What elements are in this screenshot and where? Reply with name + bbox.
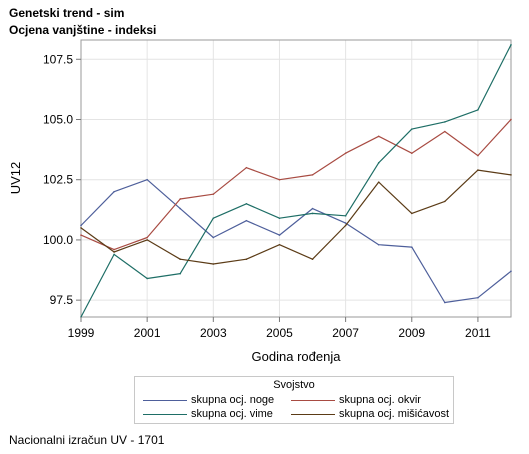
data-point [212,263,215,265]
x-tick-label: 2007 [332,326,359,340]
x-tick-label: 2009 [398,326,425,340]
data-point [245,219,248,222]
data-point [410,152,413,155]
data-point [146,178,148,181]
grid-layer [80,40,511,317]
data-point [377,243,380,246]
series-layer [80,44,512,318]
data-point [410,128,413,130]
data-point [444,130,446,133]
x-tick-label: 2003 [200,326,227,340]
x-tick-label: 2011 [465,326,491,340]
data-point [179,258,182,260]
data-point [477,109,479,111]
data-point [245,258,248,260]
x-tick-label: 2001 [134,326,161,340]
data-point [410,212,413,215]
legend-swatch-misicavost [291,413,335,415]
legend-item-vime: skupna ocj. vime [143,408,273,420]
data-point [311,212,314,215]
legend-label-vime: skupna ocj. vime [191,408,273,420]
data-point [377,181,380,183]
series-line-2 [80,119,512,251]
data-point [510,270,512,273]
data-point [212,193,215,195]
data-point [113,251,115,253]
data-point [344,152,347,155]
data-point [377,135,380,138]
data-point [245,202,248,205]
data-point [477,169,479,171]
data-point [444,301,446,304]
data-point [113,248,115,251]
legend-swatch-vime [143,413,187,415]
legend-swatch-noge [143,399,187,401]
series-line-3 [80,44,512,318]
data-point [179,272,182,275]
data-point [113,253,115,256]
data-point [344,222,347,224]
data-point [311,258,314,260]
legend-item-misicavost: skupna ocj. mišićavost [291,408,449,420]
data-point [245,166,248,169]
data-point [146,236,148,239]
data-point [510,174,512,176]
y-axis-title: UV12 [8,162,23,195]
y-tick-label: 102.5 [43,173,73,187]
data-point [80,234,82,236]
data-point [444,200,446,203]
x-tick-label: 1999 [68,326,95,340]
data-point [510,118,512,121]
data-point [146,277,148,280]
legend: Svojstvo skupna ocj. noge skupna ocj. ok… [134,376,454,424]
y-tick-label: 97.5 [50,293,74,307]
data-point [212,217,215,220]
y-tick-label: 105.0 [43,112,73,126]
data-point [212,236,215,239]
data-point [278,178,281,181]
data-point [410,246,413,248]
chart-title: Genetski trend - sim [9,6,125,20]
legend-label-okvir: skupna ocj. okvir [339,394,421,406]
data-point [311,174,314,176]
series-line-4 [80,169,512,265]
data-point [179,207,182,210]
x-axis-title: Godina rođenja [252,349,342,364]
data-point [113,190,115,193]
legend-item-okvir: skupna ocj. okvir [291,394,421,406]
data-point [510,44,512,46]
y-tick-label: 107.5 [43,52,73,66]
series-line-1 [80,179,512,304]
plot-frame [80,39,512,318]
data-point [80,224,82,227]
data-point [344,215,347,217]
data-point [477,154,479,157]
data-point [80,227,82,229]
y-tick-label: 100.0 [43,233,73,247]
data-point [377,162,380,164]
legend-title: Svojstvo [273,379,315,391]
footnote: Nacionalni izračun UV - 1701 [9,433,165,447]
data-point [278,243,281,246]
ticks-layer: 1999 2001 2003 2005 2007 2009 2011 97.5 100.0 102… [43,52,491,340]
data-point [311,207,314,210]
x-tick-label: 2005 [266,326,293,340]
legend-item-noge: skupna ocj. noge [143,394,274,406]
data-point [444,121,446,123]
data-point [278,217,281,220]
legend-label-misicavost: skupna ocj. mišićavost [339,408,450,420]
data-point [344,224,347,227]
data-point [477,296,479,299]
data-point [278,234,281,236]
data-point [179,198,182,200]
legend-label-noge: skupna ocj. noge [191,394,275,406]
legend-swatch-okvir [291,399,335,401]
data-point [146,239,148,241]
chart-subtitle: Ocjena vanjštine - indeksi [9,23,157,37]
